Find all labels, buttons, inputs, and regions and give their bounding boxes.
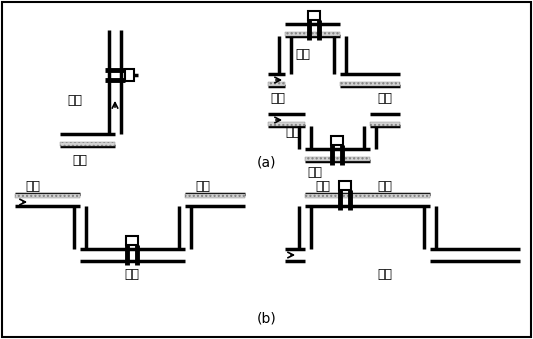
Bar [60, 142, 115, 146]
Bar [125, 69, 134, 81]
Bar [305, 194, 430, 198]
Text: 正确: 正确 [68, 94, 83, 106]
Text: 液体: 液体 [308, 166, 322, 179]
Bar [370, 122, 400, 126]
Text: (b): (b) [257, 311, 277, 325]
Text: 正确: 正确 [125, 268, 140, 281]
Text: 液体: 液体 [72, 154, 87, 166]
Bar [268, 122, 305, 126]
Text: 错误: 错误 [285, 126, 300, 140]
Text: 气泡: 气泡 [196, 179, 211, 193]
Text: 气泡: 气泡 [26, 179, 41, 193]
Text: 正确: 正确 [295, 48, 310, 61]
Text: 液体: 液体 [271, 92, 286, 104]
Bar [308, 11, 320, 20]
Text: (a): (a) [257, 155, 277, 169]
Text: 气泡: 气泡 [316, 179, 330, 193]
Bar [305, 157, 370, 161]
Bar [340, 82, 400, 86]
Bar [126, 236, 138, 245]
Bar [339, 181, 351, 190]
Bar [185, 194, 245, 198]
Text: 错误: 错误 [377, 268, 392, 281]
Bar [331, 136, 343, 145]
Bar [15, 194, 80, 198]
Text: 气泡: 气泡 [377, 179, 392, 193]
Text: 液体: 液体 [377, 92, 392, 104]
Bar [285, 32, 340, 36]
Bar [268, 82, 285, 86]
